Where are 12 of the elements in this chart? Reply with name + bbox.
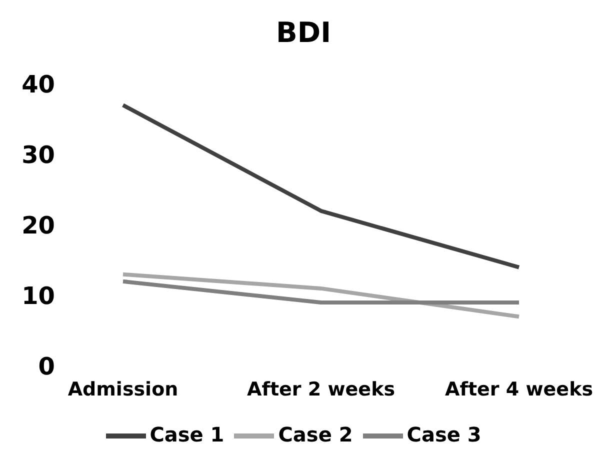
x-tick-label: Admission xyxy=(68,378,178,400)
y-tick-label: 10 xyxy=(22,282,55,310)
y-tick-label: 20 xyxy=(22,212,55,240)
chart-title: BDI xyxy=(274,15,332,51)
legend-label: Case 1 xyxy=(150,422,224,446)
legend-label: Case 3 xyxy=(406,422,482,446)
legend-label: Case 2 xyxy=(278,422,353,446)
x-tick-label: After 4 weeks xyxy=(444,378,594,400)
x-tick-label: After 2 weeks xyxy=(246,378,396,400)
y-tick-label: 30 xyxy=(22,141,55,170)
y-tick-label: 0 xyxy=(38,352,55,381)
y-tick-label: 40 xyxy=(22,70,55,99)
